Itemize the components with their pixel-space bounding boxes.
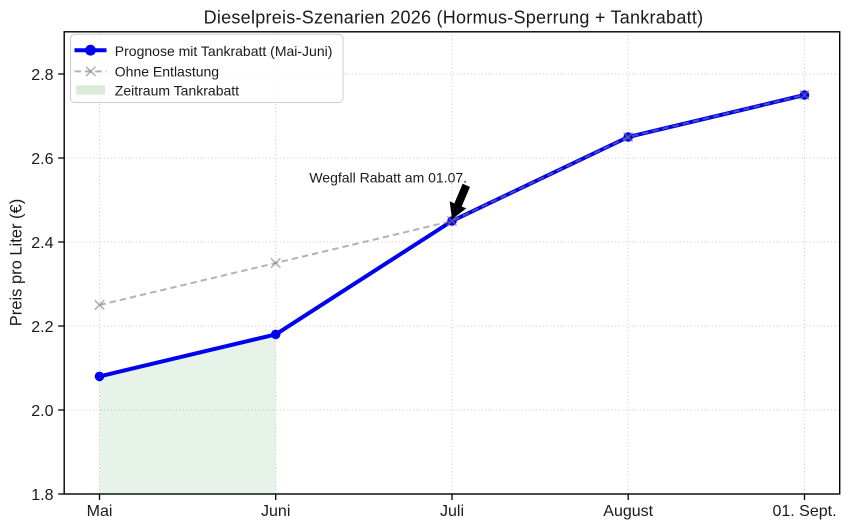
svg-text:Zeitraum Tankrabatt: Zeitraum Tankrabatt — [115, 83, 239, 99]
svg-text:2.4: 2.4 — [31, 235, 53, 252]
svg-text:Juli: Juli — [440, 503, 464, 520]
svg-text:2.2: 2.2 — [31, 319, 53, 336]
svg-text:August: August — [603, 503, 653, 520]
svg-text:Preis pro Liter (€): Preis pro Liter (€) — [8, 199, 26, 326]
svg-text:2.8: 2.8 — [31, 67, 53, 84]
svg-text:2.6: 2.6 — [31, 151, 53, 168]
svg-text:Prognose mit Tankrabatt (Mai-J: Prognose mit Tankrabatt (Mai-Juni) — [115, 43, 333, 59]
svg-text:01. Sept.: 01. Sept. — [772, 503, 836, 520]
svg-text:2.0: 2.0 — [31, 403, 53, 420]
svg-text:Juni: Juni — [261, 503, 290, 520]
svg-text:Wegfall Rabatt am 01.07.: Wegfall Rabatt am 01.07. — [309, 169, 467, 185]
svg-text:Ohne Entlastung: Ohne Entlastung — [115, 63, 219, 79]
svg-text:Mai: Mai — [87, 503, 113, 520]
svg-text:Dieselpreis-Szenarien 2026 (Ho: Dieselpreis-Szenarien 2026 (Hormus-Sperr… — [204, 8, 704, 28]
svg-text:1.8: 1.8 — [31, 487, 53, 504]
